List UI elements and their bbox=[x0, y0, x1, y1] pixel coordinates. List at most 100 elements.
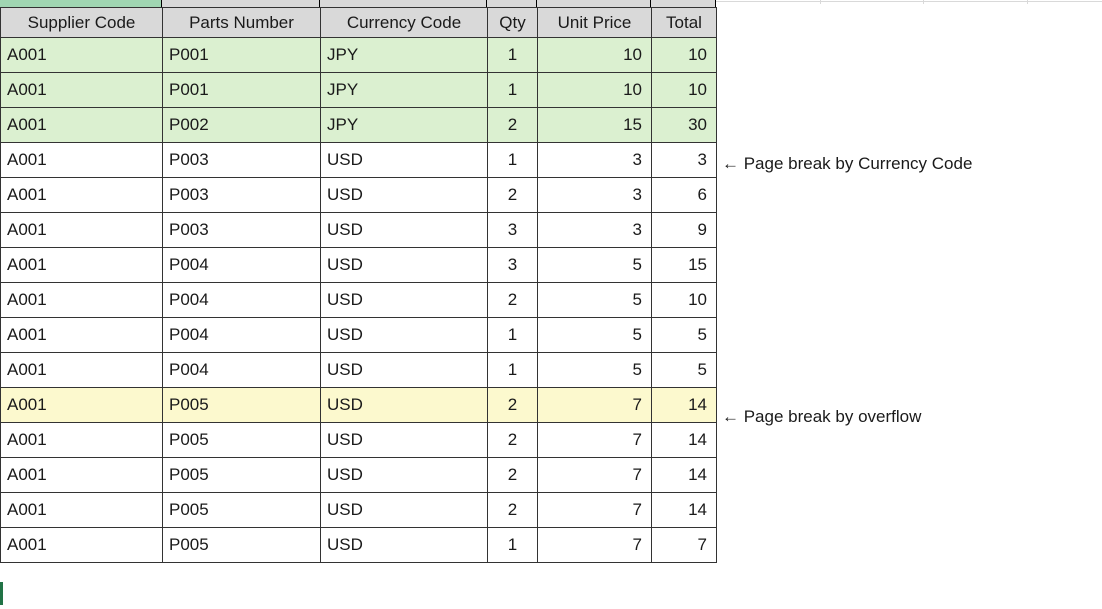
cell-supplier-code[interactable]: A001 bbox=[0, 492, 163, 528]
cell-unit-price[interactable]: 10 bbox=[537, 37, 652, 73]
cell-currency-code[interactable]: JPY bbox=[320, 107, 488, 143]
cell-currency-code[interactable]: USD bbox=[320, 492, 488, 528]
cell-qty[interactable]: 2 bbox=[487, 457, 538, 493]
cell-qty[interactable]: 1 bbox=[487, 317, 538, 353]
cell-total[interactable]: 14 bbox=[651, 492, 717, 528]
cell-unit-price[interactable]: 15 bbox=[537, 107, 652, 143]
header-unit-price[interactable]: Unit Price bbox=[537, 7, 652, 38]
cell-qty[interactable]: 1 bbox=[487, 37, 538, 73]
cell-total[interactable]: 10 bbox=[651, 72, 717, 108]
cell-qty[interactable]: 3 bbox=[487, 212, 538, 248]
cell-parts-number[interactable]: P005 bbox=[162, 457, 321, 493]
cell-parts-number[interactable]: P004 bbox=[162, 282, 321, 318]
cell-unit-price[interactable]: 7 bbox=[537, 457, 652, 493]
cell-unit-price[interactable]: 3 bbox=[537, 177, 652, 213]
partial-cell bbox=[162, 0, 320, 7]
cell-parts-number[interactable]: P001 bbox=[162, 72, 321, 108]
cell-currency-code[interactable]: USD bbox=[320, 352, 488, 388]
header-total[interactable]: Total bbox=[651, 7, 717, 38]
cell-parts-number[interactable]: P004 bbox=[162, 247, 321, 283]
cell-currency-code[interactable]: USD bbox=[320, 387, 488, 423]
cell-supplier-code[interactable]: A001 bbox=[0, 107, 163, 143]
cell-qty[interactable]: 1 bbox=[487, 527, 538, 563]
cell-currency-code[interactable]: JPY bbox=[320, 72, 488, 108]
cell-total[interactable]: 6 bbox=[651, 177, 717, 213]
cell-total[interactable]: 9 bbox=[651, 212, 717, 248]
cell-currency-code[interactable]: USD bbox=[320, 317, 488, 353]
cell-currency-code[interactable]: USD bbox=[320, 527, 488, 563]
cell-parts-number[interactable]: P004 bbox=[162, 352, 321, 388]
cell-supplier-code[interactable]: A001 bbox=[0, 422, 163, 458]
cell-total[interactable]: 5 bbox=[651, 317, 717, 353]
cell-qty[interactable]: 2 bbox=[487, 282, 538, 318]
cell-parts-number[interactable]: P005 bbox=[162, 422, 321, 458]
cell-unit-price[interactable]: 5 bbox=[537, 282, 652, 318]
header-parts-number[interactable]: Parts Number bbox=[162, 7, 321, 38]
cell-currency-code[interactable]: USD bbox=[320, 177, 488, 213]
cell-unit-price[interactable]: 5 bbox=[537, 317, 652, 353]
cell-currency-code[interactable]: USD bbox=[320, 212, 488, 248]
cell-total[interactable]: 14 bbox=[651, 387, 717, 423]
cell-qty[interactable]: 3 bbox=[487, 247, 538, 283]
cell-unit-price[interactable]: 3 bbox=[537, 212, 652, 248]
cell-total[interactable]: 3 bbox=[651, 142, 717, 178]
cell-unit-price[interactable]: 7 bbox=[537, 492, 652, 528]
cell-supplier-code[interactable]: A001 bbox=[0, 387, 163, 423]
cell-total[interactable]: 14 bbox=[651, 422, 717, 458]
cell-qty[interactable]: 2 bbox=[487, 422, 538, 458]
cell-qty[interactable]: 2 bbox=[487, 387, 538, 423]
cell-unit-price[interactable]: 10 bbox=[537, 72, 652, 108]
annotation-page-break-overflow[interactable]: ← Page break by overflow bbox=[722, 407, 922, 426]
cell-supplier-code[interactable]: A001 bbox=[0, 282, 163, 318]
cell-qty[interactable]: 1 bbox=[487, 352, 538, 388]
cell-currency-code[interactable]: USD bbox=[320, 247, 488, 283]
cell-supplier-code[interactable]: A001 bbox=[0, 527, 163, 563]
faint-gridline-tick bbox=[1027, 0, 1028, 4]
cell-currency-code[interactable]: USD bbox=[320, 282, 488, 318]
cell-supplier-code[interactable]: A001 bbox=[0, 212, 163, 248]
cell-qty[interactable]: 2 bbox=[487, 107, 538, 143]
cell-currency-code[interactable]: USD bbox=[320, 457, 488, 493]
cell-parts-number[interactable]: P001 bbox=[162, 37, 321, 73]
cell-total[interactable]: 30 bbox=[651, 107, 717, 143]
cell-currency-code[interactable]: USD bbox=[320, 142, 488, 178]
cell-parts-number[interactable]: P005 bbox=[162, 492, 321, 528]
cell-qty[interactable]: 2 bbox=[487, 492, 538, 528]
cell-currency-code[interactable]: USD bbox=[320, 422, 488, 458]
cell-supplier-code[interactable]: A001 bbox=[0, 177, 163, 213]
cell-total[interactable]: 10 bbox=[651, 282, 717, 318]
cell-currency-code[interactable]: JPY bbox=[320, 37, 488, 73]
cell-supplier-code[interactable]: A001 bbox=[0, 142, 163, 178]
header-currency-code[interactable]: Currency Code bbox=[320, 7, 488, 38]
cell-qty[interactable]: 1 bbox=[487, 72, 538, 108]
cell-qty[interactable]: 1 bbox=[487, 142, 538, 178]
cell-supplier-code[interactable]: A001 bbox=[0, 37, 163, 73]
cell-total[interactable]: 5 bbox=[651, 352, 717, 388]
cell-unit-price[interactable]: 7 bbox=[537, 387, 652, 423]
cell-parts-number[interactable]: P005 bbox=[162, 527, 321, 563]
cell-total[interactable]: 10 bbox=[651, 37, 717, 73]
cell-unit-price[interactable]: 3 bbox=[537, 142, 652, 178]
cell-supplier-code[interactable]: A001 bbox=[0, 247, 163, 283]
header-supplier-code[interactable]: Supplier Code bbox=[0, 7, 163, 38]
cell-unit-price[interactable]: 7 bbox=[537, 527, 652, 563]
cell-parts-number[interactable]: P003 bbox=[162, 142, 321, 178]
cell-parts-number[interactable]: P002 bbox=[162, 107, 321, 143]
cell-parts-number[interactable]: P003 bbox=[162, 212, 321, 248]
cell-supplier-code[interactable]: A001 bbox=[0, 352, 163, 388]
annotation-page-break-currency[interactable]: ← Page break by Currency Code bbox=[722, 154, 973, 173]
cell-total[interactable]: 7 bbox=[651, 527, 717, 563]
cell-total[interactable]: 14 bbox=[651, 457, 717, 493]
cell-supplier-code[interactable]: A001 bbox=[0, 317, 163, 353]
cell-supplier-code[interactable]: A001 bbox=[0, 457, 163, 493]
cell-parts-number[interactable]: P005 bbox=[162, 387, 321, 423]
cell-unit-price[interactable]: 5 bbox=[537, 247, 652, 283]
cell-total[interactable]: 15 bbox=[651, 247, 717, 283]
header-qty[interactable]: Qty bbox=[487, 7, 538, 38]
cell-parts-number[interactable]: P004 bbox=[162, 317, 321, 353]
cell-supplier-code[interactable]: A001 bbox=[0, 72, 163, 108]
cell-qty[interactable]: 2 bbox=[487, 177, 538, 213]
cell-parts-number[interactable]: P003 bbox=[162, 177, 321, 213]
cell-unit-price[interactable]: 5 bbox=[537, 352, 652, 388]
cell-unit-price[interactable]: 7 bbox=[537, 422, 652, 458]
